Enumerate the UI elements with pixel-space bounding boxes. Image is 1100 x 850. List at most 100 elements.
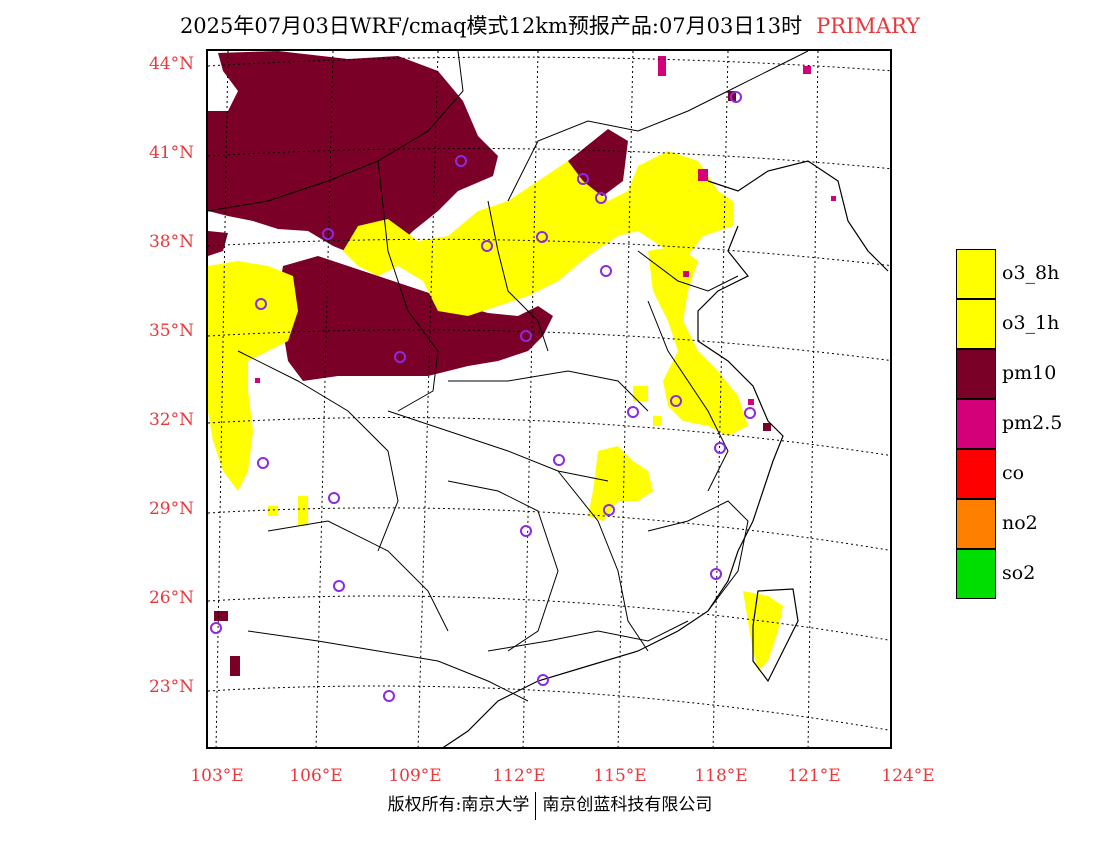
station-circle <box>714 442 726 454</box>
legend-swatch <box>956 249 996 299</box>
station-circle <box>710 568 722 580</box>
station-circle <box>481 240 493 252</box>
legend-swatch <box>956 299 996 349</box>
station-circle <box>600 265 612 277</box>
legend-item-o3-1h: o3_1h <box>956 299 1086 349</box>
station-circle <box>394 351 406 363</box>
o3-dot-2 <box>298 496 308 526</box>
forecast-map <box>206 49 892 749</box>
parallel-29 <box>208 507 890 551</box>
pm25-layer <box>255 56 836 405</box>
legend-label: pm10 <box>1002 362 1057 384</box>
legend-swatch <box>956 349 996 399</box>
parallel-32 <box>208 417 890 456</box>
station-circle <box>536 231 548 243</box>
o3-dot-1 <box>268 506 278 516</box>
parallel-44 <box>208 56 890 72</box>
legend-swatch <box>956 549 996 599</box>
boundary-zhejiang-fujian <box>647 500 749 612</box>
lat-label-26: 26°N <box>148 588 194 608</box>
parallel-26 <box>208 595 890 641</box>
pollutant-legend: o3_8h o3_1h pm10 pm2.5 co no2 so2 <box>956 249 1086 599</box>
o3-dot-3 <box>633 386 648 401</box>
station-circle <box>255 298 267 310</box>
stations <box>210 91 756 702</box>
legend-label: o3_1h <box>1002 312 1060 334</box>
meridian-109 <box>417 51 439 747</box>
boundary-anhui-jiangsu <box>647 300 729 492</box>
boundary-shanxi <box>487 200 549 352</box>
province-boundaries <box>208 51 809 702</box>
station-circle <box>328 492 340 504</box>
coast-taiwan <box>752 588 799 683</box>
station-circle <box>520 525 532 537</box>
coast-bohai-korea <box>707 160 889 272</box>
lon-label-106: 106°E <box>289 766 343 786</box>
station-circle <box>322 228 334 240</box>
pm10-region-north <box>208 51 498 266</box>
o3-dot-4 <box>653 416 661 426</box>
pm25-dot-1 <box>658 56 666 76</box>
parallel-23 <box>208 685 890 731</box>
lon-label-109: 109°E <box>388 766 442 786</box>
pm10-dot-2 <box>230 656 240 676</box>
map-canvas <box>208 51 890 747</box>
pm25-dot-7 <box>255 378 260 383</box>
copyright-left: 版权所有:南京大学 <box>387 795 530 815</box>
meridian-118 <box>712 51 729 747</box>
pm25-dot-6 <box>683 271 689 277</box>
o3-region-east-coast <box>648 246 748 436</box>
title-primary-tag: PRIMARY <box>816 14 921 38</box>
legend-label: co <box>1002 462 1025 484</box>
boundary-hunan <box>447 480 559 652</box>
station-circle <box>670 395 682 407</box>
legend-item-pm25: pm2.5 <box>956 399 1086 449</box>
boundary-jiangxi <box>557 470 649 652</box>
meridian-112 <box>522 51 539 747</box>
meridian-115 <box>617 51 634 747</box>
parallel-38 <box>208 238 890 267</box>
legend-swatch <box>956 399 996 449</box>
station-circle <box>210 622 222 634</box>
legend-label: no2 <box>1002 512 1038 534</box>
lat-label-29: 29°N <box>148 499 194 519</box>
meridian-121 <box>807 51 819 747</box>
lat-label-35: 35°N <box>148 321 194 341</box>
station-circle <box>744 407 756 419</box>
coastline <box>442 160 889 747</box>
pm10-region-central <box>278 256 553 381</box>
lon-label-118: 118°E <box>694 766 748 786</box>
footer-separator <box>535 791 537 820</box>
boundary-hubei <box>387 410 609 482</box>
legend-label: pm2.5 <box>1002 412 1063 434</box>
station-circle <box>595 192 607 204</box>
station-circle <box>520 330 532 342</box>
pm10-region-west-strip <box>208 231 228 256</box>
graticule <box>208 51 890 747</box>
legend-swatch <box>956 449 996 499</box>
station-circle <box>455 155 467 167</box>
station-circle <box>603 504 615 516</box>
lat-label-32: 32°N <box>148 410 194 430</box>
station-circle <box>257 457 269 469</box>
boundary-guizhou <box>267 520 449 632</box>
pm25-dot-4 <box>831 196 836 201</box>
lon-label-115: 115°E <box>593 766 647 786</box>
boundary-guangxi <box>247 630 529 702</box>
map-title: 2025年07月03日WRF/cmaq模式12km预报产品:07月03日13时 P… <box>0 10 1100 40</box>
lat-label-23: 23°N <box>148 677 194 697</box>
legend-label: so2 <box>1002 562 1036 584</box>
title-main: 2025年07月03日WRF/cmaq模式12km预报产品:07月03日13时 <box>179 14 803 38</box>
boundary-henan <box>448 370 649 412</box>
pm10-dot-3 <box>763 423 771 431</box>
legend-item-so2: so2 <box>956 549 1086 599</box>
pm25-dot-5 <box>748 399 754 405</box>
coast-east-china <box>442 225 784 747</box>
station-circle <box>553 454 565 466</box>
lon-label-103: 103°E <box>190 766 244 786</box>
meridian-106 <box>315 51 334 747</box>
legend-item-o3-8h: o3_8h <box>956 249 1086 299</box>
boundary-guangdong <box>487 620 689 652</box>
legend-item-no2: no2 <box>956 499 1086 549</box>
legend-item-pm10: pm10 <box>956 349 1086 399</box>
